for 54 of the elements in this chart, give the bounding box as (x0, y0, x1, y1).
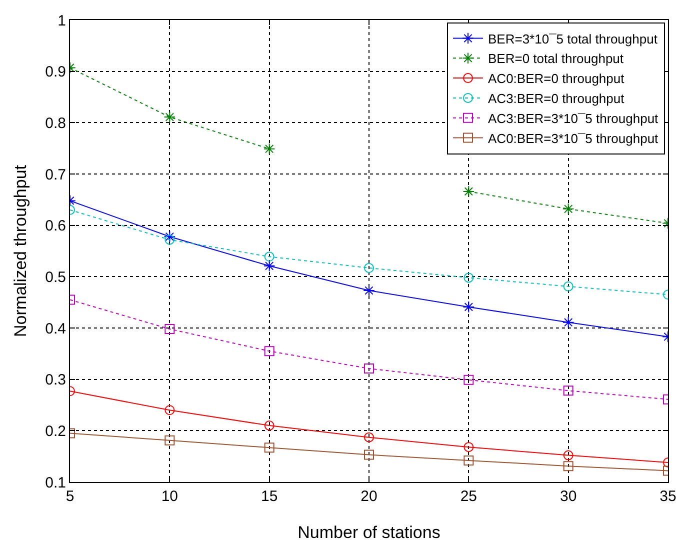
point (263, 260, 276, 272)
point (462, 186, 475, 198)
point (164, 435, 175, 446)
legend-label: BER=3*10¯5 total throughput (488, 31, 658, 46)
legend-label: AC3:BER=3*10¯5 throughput (488, 110, 659, 126)
point (563, 450, 574, 460)
y-tick-label: 0.7 (45, 166, 66, 184)
y-tick-label: 0.8 (45, 114, 66, 132)
legend-label: AC0:BER=0 throughput (488, 71, 625, 86)
point (264, 442, 274, 453)
y-tick-label: 1 (58, 12, 66, 30)
point (464, 272, 474, 283)
y-tick-label: 0.3 (45, 372, 66, 389)
x-tick-label: 20 (360, 488, 378, 505)
x-tick-label: 25 (460, 488, 478, 505)
point (364, 262, 374, 273)
x-tick-label: 10 (161, 488, 178, 505)
point (563, 386, 574, 396)
point (364, 450, 374, 460)
point (364, 364, 374, 374)
point (264, 346, 274, 356)
y-axis-title: Normalized throughput (11, 164, 30, 337)
x-tick-label: 5 (66, 488, 74, 505)
point (164, 324, 175, 334)
x-tick-label: 15 (260, 488, 278, 505)
point (562, 203, 574, 215)
point (164, 111, 176, 123)
point (164, 234, 175, 245)
legend-label: AC3:BER=0 throughput (488, 91, 625, 106)
legend-label: BER=0 total throughput (488, 51, 624, 66)
point (363, 284, 375, 296)
point (563, 281, 574, 292)
point (164, 230, 176, 243)
y-tick-label: 0.2 (45, 422, 66, 440)
y-tick-label: 0.4 (45, 320, 66, 338)
legend-label: AC0:BER=3*10¯5 throughput (488, 130, 659, 146)
x-tick-label: 30 (560, 488, 577, 505)
y-tick-label: 0.1 (45, 474, 66, 492)
y-tick-label: 0.9 (45, 64, 66, 81)
point (464, 374, 474, 385)
point (264, 420, 274, 431)
point (263, 142, 276, 155)
point (562, 316, 574, 328)
point (462, 301, 475, 313)
point (364, 432, 374, 442)
point (264, 252, 274, 262)
point (464, 442, 474, 452)
point (464, 455, 474, 466)
point (164, 405, 175, 416)
y-tick-label: 0.5 (45, 268, 66, 286)
point (563, 461, 574, 472)
y-tick-label: 0.6 (45, 218, 66, 235)
x-axis-title: Number of stations (298, 523, 440, 542)
x-tick-label: 35 (660, 488, 676, 505)
